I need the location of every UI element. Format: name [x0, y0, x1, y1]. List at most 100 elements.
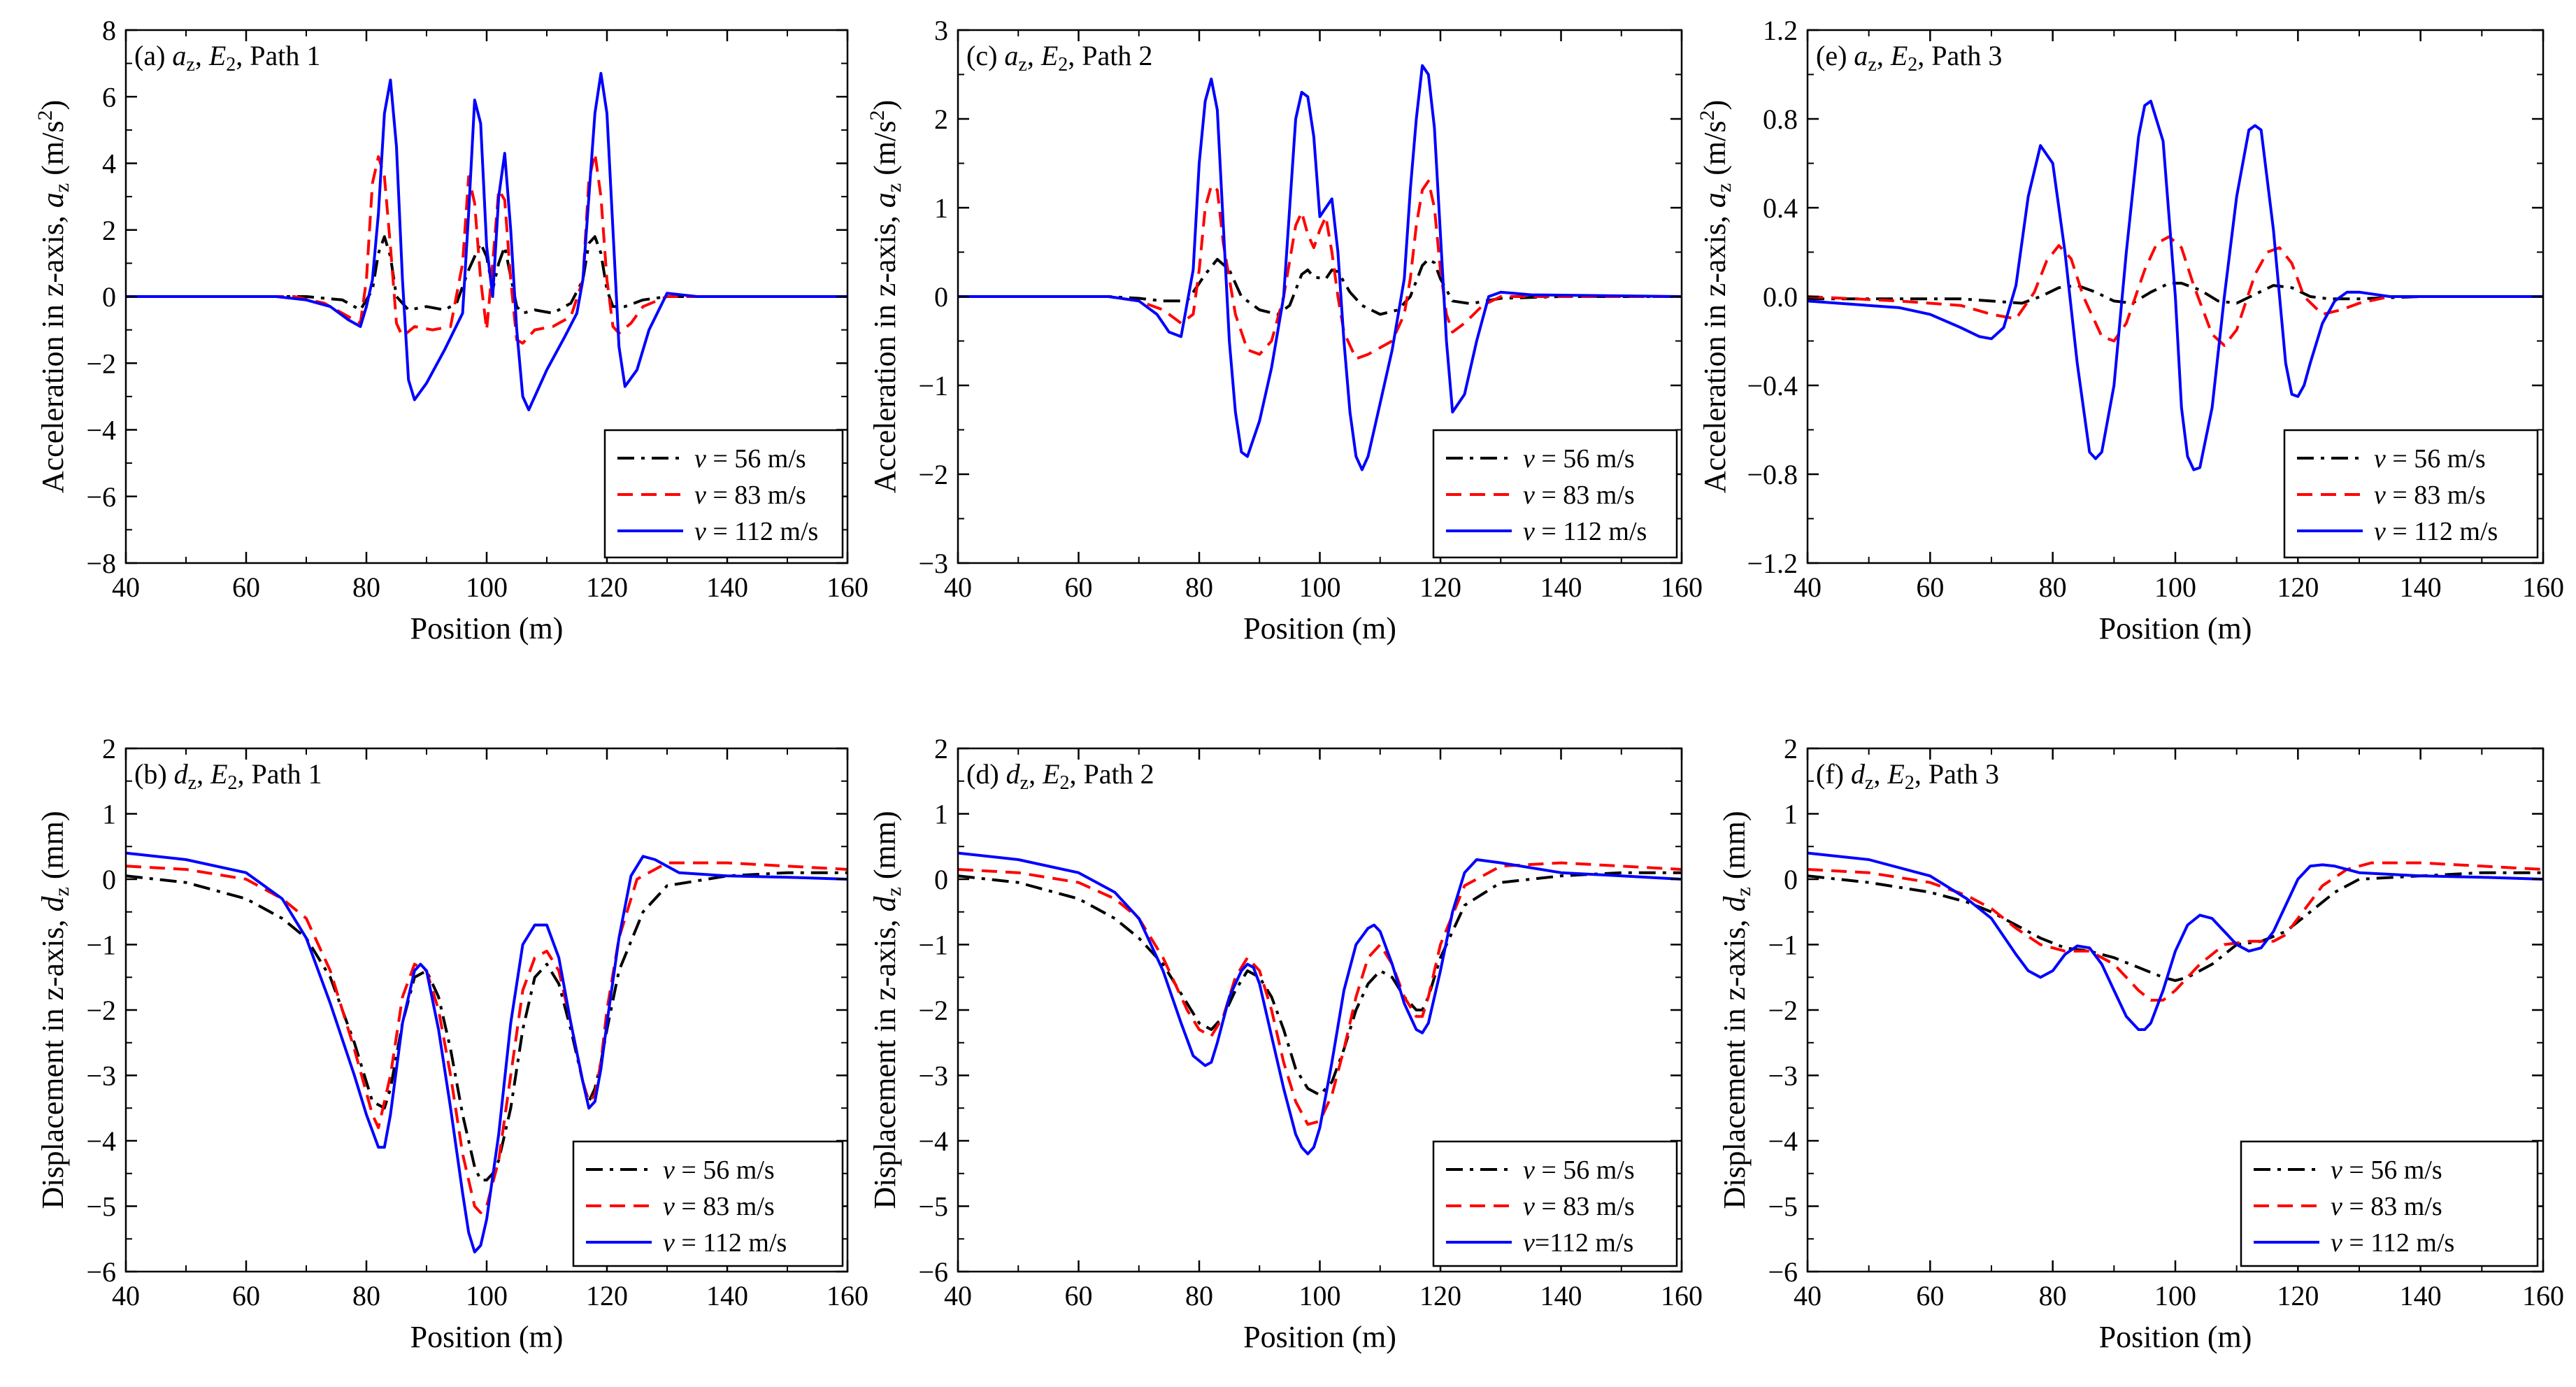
y-tick-label: 1 — [934, 799, 948, 830]
y-tick-label: 6 — [102, 81, 116, 113]
x-axis-title: Position (m) — [2099, 1320, 2252, 1354]
y-tick-label: 1.2 — [1763, 15, 1798, 46]
y-tick-label: −2 — [918, 459, 948, 490]
y-tick-label: −2 — [86, 348, 116, 379]
series-group — [958, 64, 1682, 471]
series-line-v56 — [958, 257, 1682, 316]
y-tick-label: −5 — [86, 1191, 116, 1223]
y-axis-title: Displacement in z-axis, dz (mm) — [36, 811, 73, 1209]
x-tick-label: 140 — [1540, 1280, 1582, 1311]
legend: v = 56 m/s v = 83 m/s v=112 m/s — [1432, 1140, 1678, 1267]
x-tick-label: 40 — [1794, 1280, 1822, 1311]
series-group — [958, 851, 1682, 1155]
x-axis-title: Position (m) — [1243, 1320, 1396, 1354]
y-tick-label: 0 — [102, 864, 116, 895]
x-tick-label: 60 — [1065, 1280, 1093, 1311]
x-tick-label: 40 — [112, 1280, 140, 1311]
series-line-v56 — [126, 235, 847, 315]
series-line-v112 — [958, 64, 1682, 471]
x-tick-label: 40 — [112, 571, 140, 603]
series-line-v56 — [1808, 871, 2543, 982]
series-group — [1808, 99, 2543, 471]
series-line-v83 — [1808, 861, 2543, 1002]
x-tick-label: 120 — [586, 1280, 628, 1311]
legend-box — [2240, 1140, 2539, 1267]
y-tick-label: 2 — [1784, 733, 1798, 764]
y-tick-label: −3 — [918, 1060, 948, 1092]
y-axis-title: Acceleration in z-axis, az (m/s2) — [34, 100, 73, 493]
y-tick-label: 2 — [102, 733, 116, 764]
y-tick-label: −3 — [86, 1060, 116, 1092]
y-tick-label: 8 — [102, 15, 116, 46]
legend-label-v56: v = 56 m/s — [694, 444, 806, 474]
x-tick-label: 60 — [1065, 571, 1093, 603]
x-tick-label: 60 — [232, 1280, 260, 1311]
x-tick-label: 120 — [1419, 571, 1461, 603]
x-tick-label: 140 — [2400, 1280, 2442, 1311]
panel-b: 40 60 80 100 120 140 160 −6 −5 −4 −3 −2 −1 0 1 2 Positio… — [36, 733, 868, 1354]
y-tick-label: −2 — [918, 995, 948, 1026]
x-tick-label: 80 — [352, 1280, 380, 1311]
x-tick-label: 160 — [2522, 571, 2564, 603]
x-tick-label: 40 — [1794, 571, 1822, 603]
legend-label-v112: v = 112 m/s — [2331, 1228, 2454, 1258]
series-line-v56 — [1808, 281, 2543, 305]
panel-f: 40 60 80 100 120 140 160 −6 −5 −4 −3 −2 −1 0 1 2 Positio… — [1717, 733, 2564, 1354]
y-tick-label: −0.8 — [1747, 459, 1798, 490]
series-line-v112 — [1808, 99, 2543, 471]
y-tick-label: −1 — [1768, 930, 1798, 961]
x-tick-label: 160 — [1661, 1280, 1703, 1311]
series-line-v83 — [126, 861, 847, 1214]
y-tick-label: 0 — [102, 281, 116, 313]
series-group — [126, 71, 847, 411]
y-tick-label: −4 — [918, 1125, 948, 1157]
panel-d: 40 60 80 100 120 140 160 −6 −5 −4 −3 −2 −1 0 1 2 Positio… — [868, 733, 1703, 1354]
y-tick-label: 0.0 — [1763, 281, 1798, 313]
legend-label-v83: v = 83 m/s — [2331, 1192, 2442, 1221]
y-tick-label: −6 — [918, 1256, 948, 1288]
y-tick-label: 2 — [934, 733, 948, 764]
legend-label-v112: v = 112 m/s — [694, 517, 818, 546]
x-tick-label: 160 — [1661, 571, 1703, 603]
x-tick-label: 120 — [2277, 1280, 2319, 1311]
panel-label: (a) az, E2, Path 1 — [134, 40, 320, 76]
series-line-v112 — [126, 71, 847, 411]
x-tick-label: 80 — [1185, 571, 1213, 603]
x-tick-label: 80 — [352, 571, 380, 603]
y-tick-label: 2 — [102, 215, 116, 246]
legend-label-v56: v = 56 m/s — [2374, 444, 2486, 474]
x-tick-label: 100 — [1299, 1280, 1341, 1311]
legend-label-v112: v=112 m/s — [1523, 1228, 1633, 1258]
x-tick-label: 60 — [232, 571, 260, 603]
legend-label-v56: v = 56 m/s — [1523, 444, 1635, 474]
legend-label-v112: v = 112 m/s — [1523, 517, 1647, 546]
x-tick-label: 40 — [944, 1280, 972, 1311]
y-tick-label: −6 — [1768, 1256, 1798, 1288]
x-axis-title: Position (m) — [410, 1320, 564, 1354]
y-axis-title: Acceleration in z-axis, az (m/s2) — [1696, 100, 1736, 493]
y-tick-label: −1.2 — [1747, 548, 1798, 579]
series-line-v56 — [126, 871, 847, 1182]
y-tick-label: 1 — [934, 192, 948, 224]
y-tick-label: −5 — [1768, 1191, 1798, 1223]
legend-label-v83: v = 83 m/s — [663, 1192, 775, 1221]
y-tick-label: 3 — [934, 15, 948, 46]
x-tick-label: 100 — [2154, 1280, 2196, 1311]
panel-c: 40 60 80 100 120 140 160 −3 −2 −1 0 1 2 3 Position (m)… — [866, 15, 1703, 646]
y-tick-label: 0.8 — [1763, 104, 1798, 135]
x-axis-title: Position (m) — [1243, 611, 1396, 646]
y-axis-title: Displacement in z-axis, dz (mm) — [868, 811, 906, 1209]
y-tick-label: −1 — [918, 930, 948, 961]
x-tick-label: 80 — [2039, 571, 2067, 603]
series-group — [126, 851, 847, 1253]
x-tick-label: 160 — [827, 571, 868, 603]
y-tick-label: −8 — [86, 548, 116, 579]
y-tick-label: 0 — [934, 864, 948, 895]
x-tick-label: 80 — [1185, 1280, 1213, 1311]
y-tick-label: −5 — [918, 1191, 948, 1223]
series-line-v56 — [958, 871, 1682, 1097]
x-tick-label: 100 — [2154, 571, 2196, 603]
legend-label-v83: v = 83 m/s — [1523, 1192, 1635, 1221]
panel-label: (b) dz, E2, Path 1 — [134, 758, 322, 794]
